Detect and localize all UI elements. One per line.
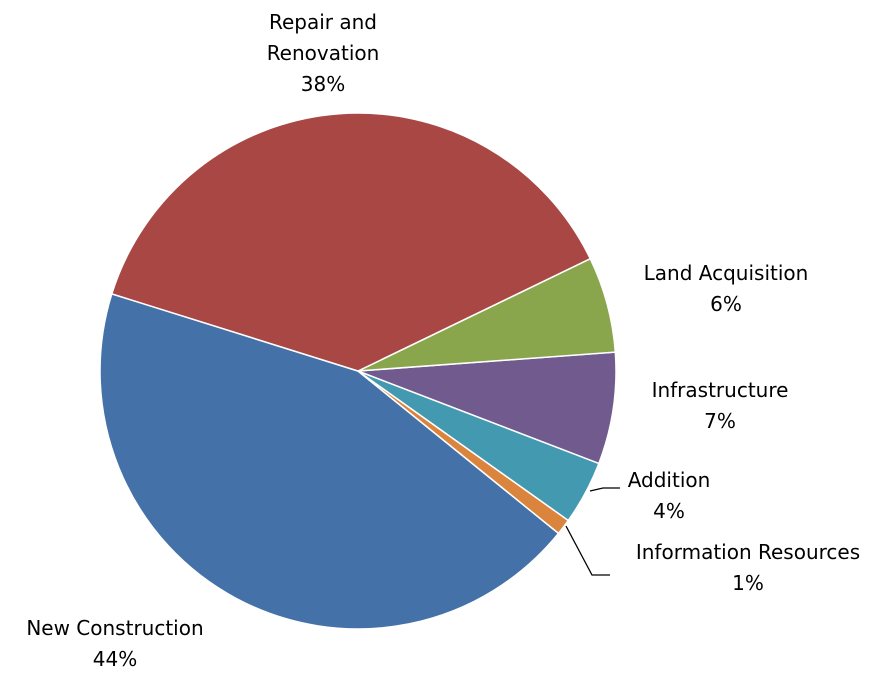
slice-name: Infrastructure [651, 378, 789, 402]
slice-name: Information Resources [635, 540, 861, 564]
leader-line [589, 487, 620, 492]
slice-name: Land Acquisition [643, 261, 809, 285]
pie-slice [99, 292, 560, 630]
slice-name: New Construction [26, 616, 204, 640]
slice-percent: 4% [653, 499, 685, 523]
slice-name: Repair and Renovation [266, 10, 380, 65]
slice-label: Repair and Renovation 38% [258, 7, 388, 100]
slice-name: Addition [627, 468, 711, 492]
slice-label: New Construction 44% [0, 613, 235, 675]
slice-percent: 7% [704, 409, 736, 433]
slice-percent: 1% [732, 571, 764, 595]
pie-slice [357, 351, 617, 465]
slice-percent: 38% [300, 72, 346, 96]
slice-label: Addition 4% [609, 465, 729, 527]
leader-line [565, 525, 610, 576]
slice-label: Infrastructure 7% [620, 375, 820, 437]
slice-percent: 44% [92, 647, 138, 671]
slice-label: Land Acquisition 6% [616, 258, 836, 320]
slice-percent: 6% [710, 292, 742, 316]
pie-slice [110, 112, 592, 372]
slice-label: Information Resources 1% [598, 537, 887, 599]
